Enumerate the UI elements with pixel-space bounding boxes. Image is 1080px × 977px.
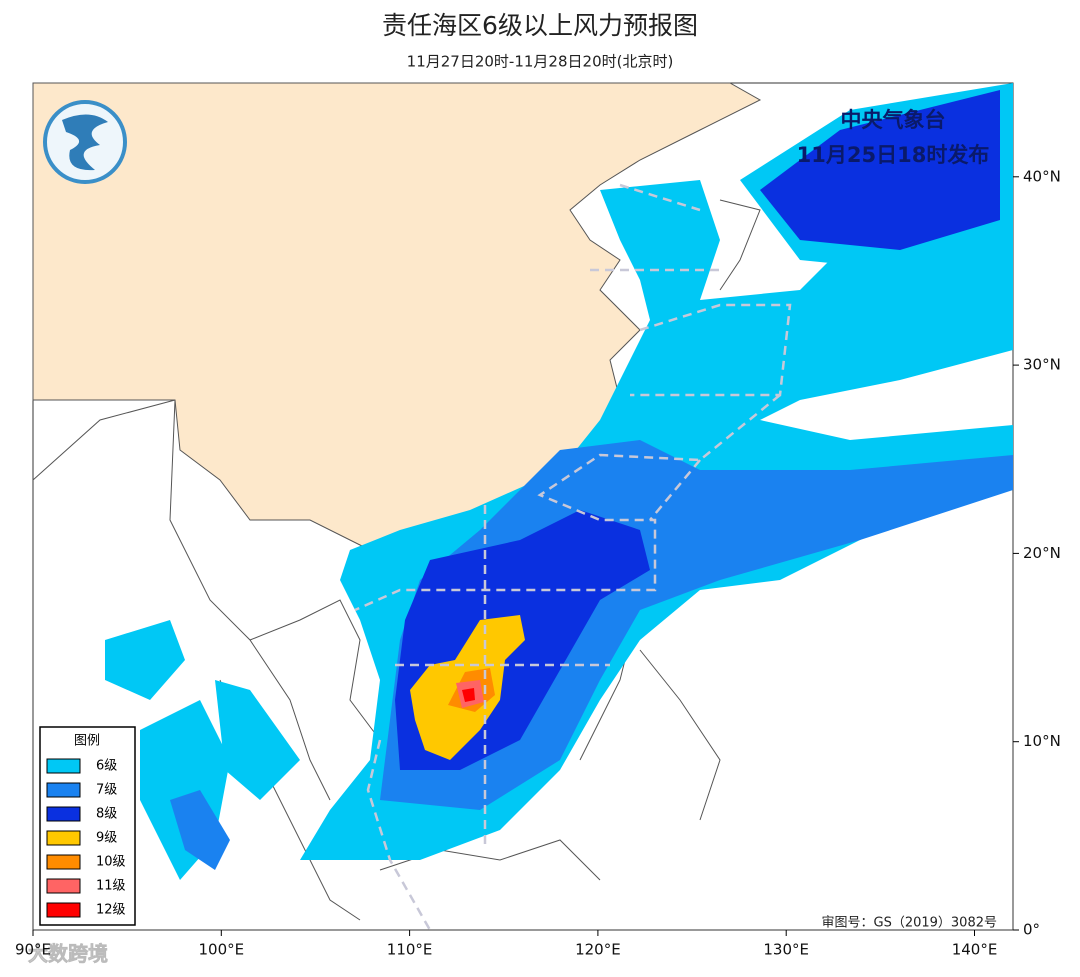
x-tick-label: 130°E	[763, 941, 809, 959]
legend-label: 11级	[96, 879, 126, 894]
issue-time: 11月25日18时发布	[797, 143, 990, 167]
legend-label: 12级	[96, 903, 126, 918]
x-tick-label: 100°E	[198, 941, 244, 959]
legend-label: 9级	[96, 831, 117, 846]
sea-area-boundaries	[354, 183, 792, 931]
legend-swatch	[46, 806, 81, 822]
legend-box	[39, 726, 136, 926]
legend-swatch	[46, 854, 81, 870]
wind-area-8	[760, 90, 1000, 250]
legend-swatch	[46, 782, 81, 798]
legend-label: 8级	[96, 807, 117, 822]
y-tick-label: 30°N	[1023, 356, 1061, 374]
logo-mark	[62, 114, 108, 171]
legend-title: 图例	[74, 734, 100, 749]
legend-label: 7级	[96, 783, 117, 798]
legend-label: 6级	[96, 759, 117, 774]
title: 责任海区6级以上风力预报图	[382, 11, 698, 40]
approval-number: 审图号：GS（2019）3082号	[822, 916, 998, 931]
legend-swatch	[46, 758, 81, 774]
x-tick-label: 140°E	[952, 941, 998, 959]
subtitle: 11月27日20时-11月28日20时(北京时)	[407, 53, 674, 71]
legend-swatch	[46, 878, 81, 894]
wind-zones	[105, 83, 1013, 880]
coastline	[32, 399, 176, 481]
y-tick-label: 40°N	[1023, 167, 1061, 185]
issuer-name: 中央气象台	[841, 108, 946, 132]
x-tick-label: 120°E	[575, 941, 621, 959]
y-tick-label: 10°N	[1023, 732, 1061, 750]
dashed-boundary	[366, 183, 701, 931]
wind-area-12	[462, 688, 475, 702]
legend: 图例 6级 7级 8级 9级 10级 11级 12级	[39, 726, 136, 926]
coastline	[169, 399, 381, 801]
wind-area-6	[105, 620, 300, 880]
legend-label: 10级	[96, 855, 126, 870]
watermark: 大数跨境	[28, 942, 108, 966]
x-tick-label: 110°E	[387, 941, 433, 959]
legend-swatch	[46, 902, 81, 918]
wind-area-7	[170, 790, 230, 870]
y-tick-label: 20°N	[1023, 544, 1061, 562]
legend-swatch	[46, 830, 81, 846]
dashed-boundary	[354, 268, 792, 612]
logo	[43, 100, 127, 184]
x-tick-label: 90°E	[15, 941, 51, 959]
y-tick-label: 0°	[1023, 921, 1040, 939]
